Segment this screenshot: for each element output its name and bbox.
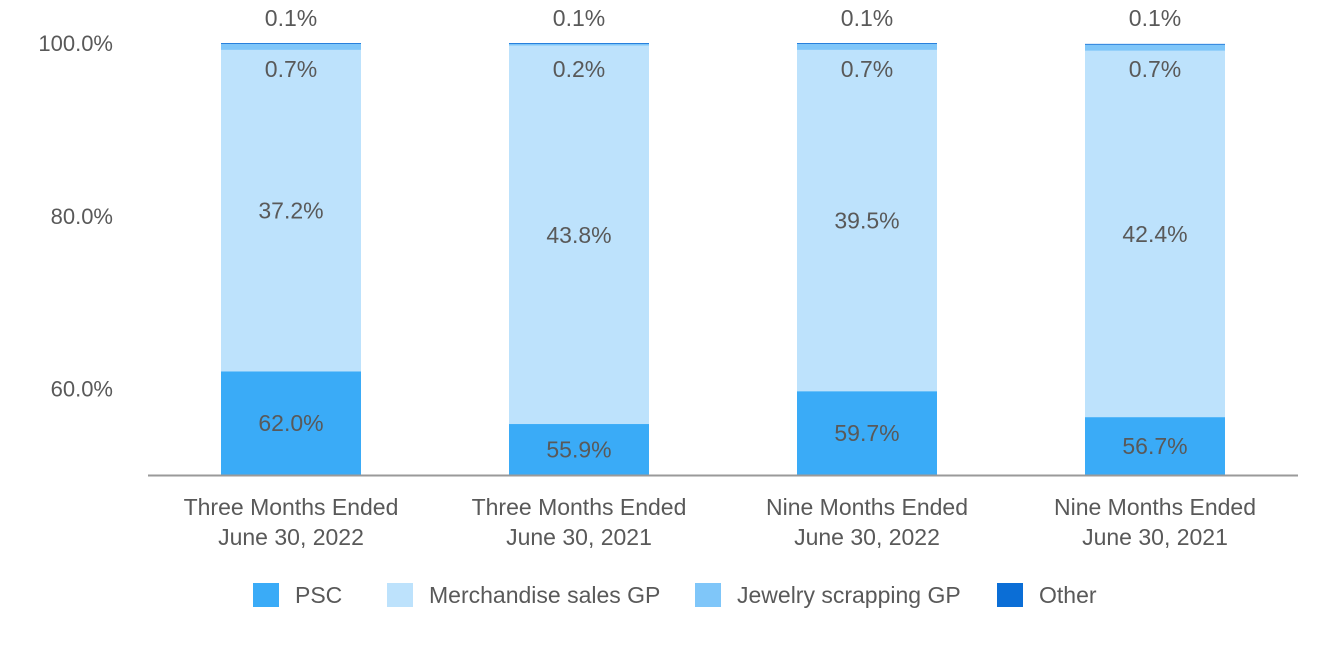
bar-segment-merchandise-sales-gp <box>797 49 937 392</box>
bar-segment-other <box>509 43 649 44</box>
data-label-other: 0.1% <box>265 5 317 31</box>
category-label-line: June 30, 2022 <box>794 524 940 550</box>
bar-segment-merchandise-sales-gp <box>221 49 361 372</box>
legend-item-merchandise-sales-gp: Merchandise sales GP <box>387 578 660 612</box>
data-label-psc: 62.0% <box>258 410 323 436</box>
legend-item-psc: PSC <box>253 578 342 612</box>
bar-segment-psc <box>797 391 937 475</box>
category-label: Three Months Ended June 30, 2022 <box>184 494 399 550</box>
bar-segment-jewelry-scrapping-gp <box>1085 44 1225 51</box>
bar-segment-jewelry-scrapping-gp <box>797 43 937 50</box>
y-tick-label: 60.0% <box>51 377 113 402</box>
y-tick-label: 100.0% <box>38 31 113 56</box>
legend-swatch <box>253 583 279 607</box>
data-label-other: 0.1% <box>1129 5 1181 31</box>
legend-swatch <box>695 583 721 607</box>
legend-label: Jewelry scrapping GP <box>737 581 961 608</box>
category-label-line: Three Months Ended <box>472 494 687 520</box>
category-label: Three Months Ended June 30, 2021 <box>472 494 687 550</box>
bar-segment-merchandise-sales-gp <box>509 45 649 425</box>
bar-segment-other <box>797 43 937 44</box>
data-label-psc: 55.9% <box>546 437 611 463</box>
category-label-line: Nine Months Ended <box>766 494 968 520</box>
legend-label: Other <box>1039 581 1097 608</box>
data-label-jewelry-scrapping-gp: 0.7% <box>841 56 893 82</box>
legend-item-jewelry-scrapping-gp: Jewelry scrapping GP <box>695 578 961 612</box>
data-label-merchandise-sales-gp: 37.2% <box>258 198 323 224</box>
category-label-line: June 30, 2022 <box>218 524 364 550</box>
category-label-line: Nine Months Ended <box>1054 494 1256 520</box>
legend: PSC Merchandise sales GP Jewelry scrapping… <box>0 578 1340 612</box>
legend-swatch <box>387 583 413 607</box>
bar-segment-psc <box>1085 417 1225 475</box>
bar-segment-psc <box>509 424 649 475</box>
data-label-other: 0.1% <box>553 5 605 31</box>
legend-label: Merchandise sales GP <box>429 581 661 608</box>
legend-swatch <box>997 583 1023 607</box>
category-label-line: Three Months Ended <box>184 494 399 520</box>
y-tick-label: 80.0% <box>51 204 113 229</box>
data-label-psc: 56.7% <box>1122 433 1187 459</box>
bar-segment-other <box>221 43 361 44</box>
category-label: Nine Months Ended June 30, 2022 <box>766 494 968 550</box>
bar-segment-other <box>1085 43 1225 45</box>
stacked-bar-chart: 100.0% 80.0% 60.0% 62.0% 37.2% 0.7% 0.1% Three … <box>38 5 1298 550</box>
legend-label: PSC <box>295 581 343 608</box>
data-label-merchandise-sales-gp: 43.8% <box>546 222 611 248</box>
data-label-other: 0.1% <box>841 5 893 31</box>
bar-segment-merchandise-sales-gp <box>1085 50 1225 418</box>
data-label-jewelry-scrapping-gp: 0.7% <box>265 56 317 82</box>
data-label-jewelry-scrapping-gp: 0.2% <box>553 56 605 82</box>
data-label-psc: 59.7% <box>834 420 899 446</box>
data-label-merchandise-sales-gp: 39.5% <box>834 208 899 234</box>
legend-item-other: Other <box>997 578 1097 612</box>
data-label-jewelry-scrapping-gp: 0.7% <box>1129 56 1181 82</box>
bar-segment-psc <box>221 371 361 475</box>
category-label: Nine Months Ended June 30, 2021 <box>1054 494 1256 550</box>
bar-segment-jewelry-scrapping-gp <box>509 43 649 46</box>
category-label-line: June 30, 2021 <box>1082 524 1228 550</box>
category-label-line: June 30, 2021 <box>506 524 652 550</box>
data-label-merchandise-sales-gp: 42.4% <box>1122 221 1187 247</box>
bar-segment-jewelry-scrapping-gp <box>221 43 361 50</box>
